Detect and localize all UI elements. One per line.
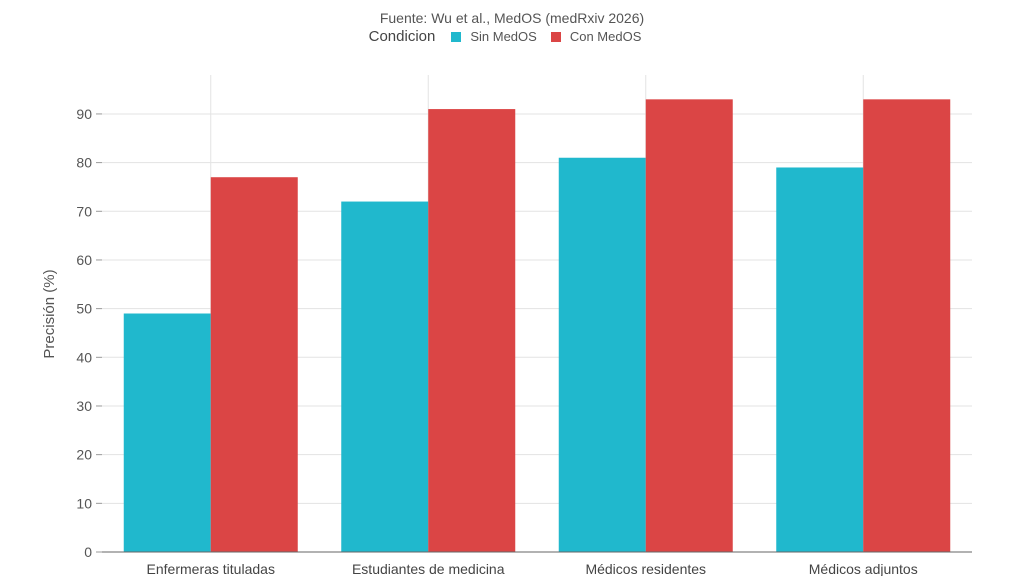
y-tick-label: 70: [76, 203, 92, 219]
y-tick-label: 90: [76, 106, 92, 122]
y-tick-label: 80: [76, 155, 92, 171]
x-tick-label: Médicos adjuntos: [809, 561, 918, 576]
y-tick-label: 20: [76, 447, 92, 463]
y-tick-label: 10: [76, 495, 92, 511]
bar-con-medos[interactable]: [863, 99, 950, 552]
x-tick-label: Enfermeras tituladas: [147, 561, 275, 576]
bar-sin-medos[interactable]: [341, 202, 428, 552]
y-tick-label: 40: [76, 349, 92, 365]
bar-sin-medos[interactable]: [559, 158, 646, 552]
bar-sin-medos[interactable]: [124, 314, 211, 553]
bar-sin-medos[interactable]: [776, 167, 863, 552]
x-tick-label: Médicos residentes: [585, 561, 706, 576]
x-tick-label: Estudiantes de medicina: [352, 561, 505, 576]
bar-con-medos[interactable]: [428, 109, 515, 552]
y-tick-label: 30: [76, 398, 92, 414]
y-tick-label: 0: [84, 544, 92, 560]
bar-con-medos[interactable]: [211, 177, 298, 552]
y-tick-label: 60: [76, 252, 92, 268]
y-tick-label: 50: [76, 301, 92, 317]
bar-layer: [124, 99, 951, 552]
y-axis-label: Precisión (%): [41, 269, 58, 358]
bar-con-medos[interactable]: [646, 99, 733, 552]
